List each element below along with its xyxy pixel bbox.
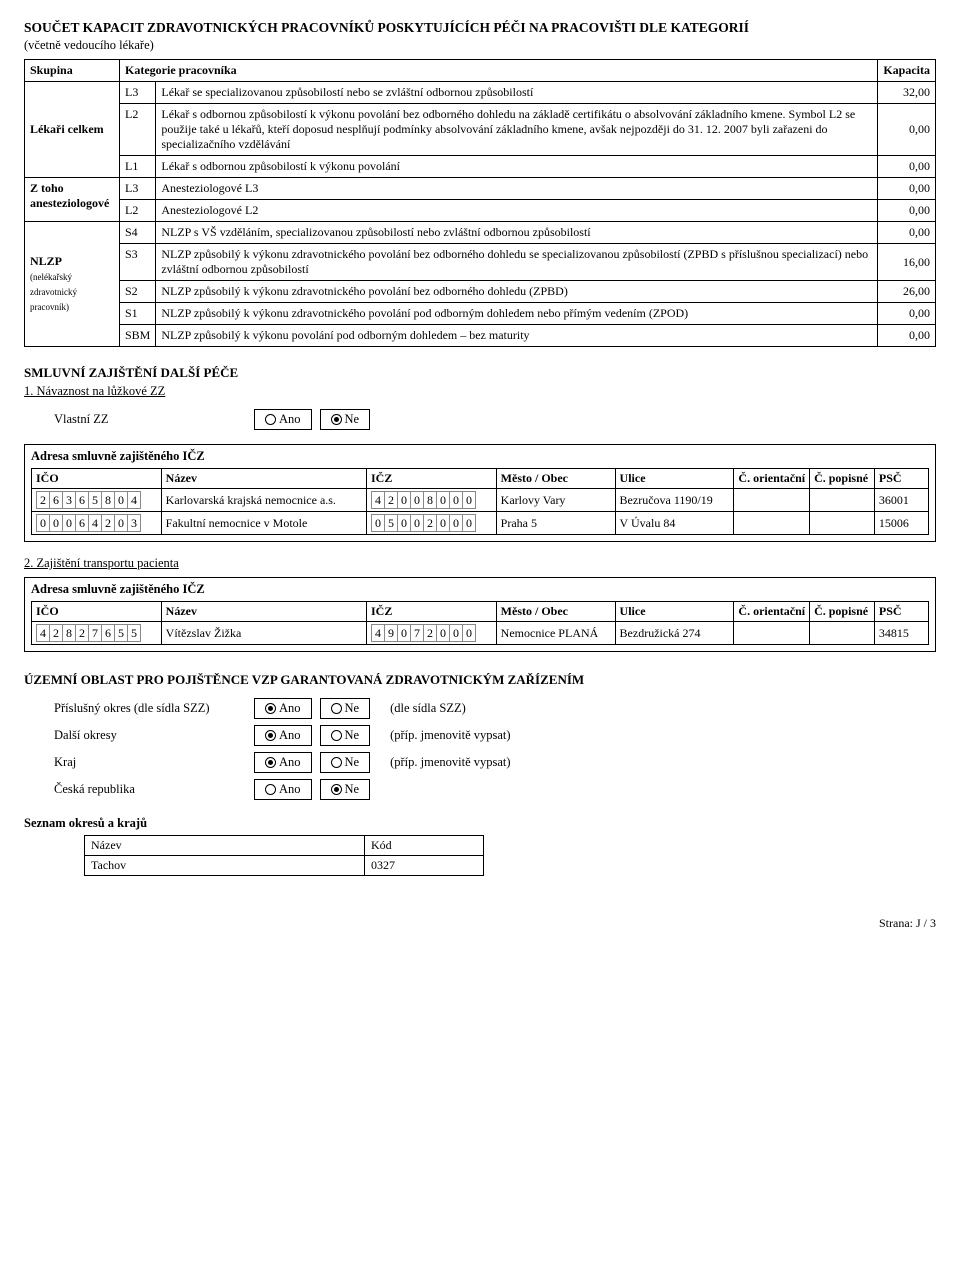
code-sbm: SBM	[120, 325, 156, 347]
kraj-ano[interactable]: Ano	[254, 752, 312, 773]
cr-label: Česká republika	[54, 782, 254, 797]
text-s3: NLZP způsobilý k výkonu zdravotnického p…	[156, 244, 878, 281]
okres-note: (dle sídla SZZ)	[390, 701, 466, 716]
okres-ne[interactable]: Ne	[320, 698, 371, 719]
addr2-table: IČO Název IČZ Město / Obec Ulice Č. orie…	[31, 601, 929, 645]
page-title: SOUČET KAPACIT ZDRAVOTNICKÝCH PRACOVNÍKŮ…	[24, 20, 936, 36]
group-anest: Z toho anesteziologové	[25, 178, 120, 222]
addr-col-co: Č. orientační	[734, 469, 810, 489]
code-l3: L3	[120, 82, 156, 104]
radio-icon	[331, 757, 342, 768]
okres-label: Příslušný okres (dle sídla SZZ)	[54, 701, 254, 716]
group-nlzp: NLZP (nelékařský zdravotnický pracovník)	[25, 222, 120, 347]
table-row: 00064203Fakultní nemocnice v Motole05002…	[32, 512, 929, 535]
radio-icon	[331, 703, 342, 714]
val-sbm: 0,00	[878, 325, 936, 347]
addr-col-ico: IČO	[32, 469, 162, 489]
seznam-col-nazev: Název	[85, 836, 365, 856]
seznam-table: Název Kód Tachov 0327	[84, 835, 484, 876]
code-l2: L2	[120, 104, 156, 156]
radio-icon	[331, 414, 342, 425]
capacity-table: Skupina Kategorie pracovníka Kapacita Lé…	[24, 59, 936, 347]
val-s4: 0,00	[878, 222, 936, 244]
radio-icon	[265, 414, 276, 425]
smluvni-sub1: 1. Návaznost na lůžkové ZZ	[24, 384, 936, 399]
dalsi-note: (příp. jmenovitě vypsat)	[390, 728, 510, 743]
radio-icon	[331, 784, 342, 795]
val-l3: 32,00	[878, 82, 936, 104]
code-s3: S3	[120, 244, 156, 281]
kraj-note: (příp. jmenovitě vypsat)	[390, 755, 510, 770]
text-al3: Anesteziologové L3	[156, 178, 878, 200]
val-l2: 0,00	[878, 104, 936, 156]
cr-ne[interactable]: Ne	[320, 779, 371, 800]
code-al3: L3	[120, 178, 156, 200]
code-s1: S1	[120, 303, 156, 325]
dalsi-label: Další okresy	[54, 728, 254, 743]
col-kategorie: Kategorie pracovníka	[120, 60, 878, 82]
val-al3: 0,00	[878, 178, 936, 200]
kraj-ne[interactable]: Ne	[320, 752, 371, 773]
seznam-col-kod: Kód	[365, 836, 484, 856]
page-footer: Strana: J / 3	[24, 916, 936, 931]
vlastni-zz-label: Vlastní ZZ	[54, 412, 254, 427]
okres-ano[interactable]: Ano	[254, 698, 312, 719]
text-l1: Lékař s odbornou způsobilostí k výkonu p…	[156, 156, 878, 178]
vlastni-ano-option[interactable]: Ano	[254, 409, 312, 430]
code-s4: S4	[120, 222, 156, 244]
addr-col-mesto: Město / Obec	[496, 469, 615, 489]
cr-ano[interactable]: Ano	[254, 779, 312, 800]
radio-icon	[265, 730, 276, 741]
text-s4: NLZP s VŠ vzděláním, specializovanou způ…	[156, 222, 878, 244]
code-al2: L2	[120, 200, 156, 222]
page-subtitle: (včetně vedoucího lékaře)	[24, 38, 936, 53]
transport-heading: 2. Zajištění transportu pacienta	[24, 556, 936, 571]
col-skupina: Skupina	[25, 60, 120, 82]
addr-col-icz: IČZ	[367, 469, 497, 489]
table-row: 42827655Vítězslav Žižka49072000Nemocnice…	[32, 622, 929, 645]
addr2-heading: Adresa smluvně zajištěného IČZ	[31, 582, 929, 597]
radio-icon	[265, 784, 276, 795]
vlastni-ne-option[interactable]: Ne	[320, 409, 371, 430]
val-s3: 16,00	[878, 244, 936, 281]
text-l2: Lékař s odbornou způsobilostí k výkonu p…	[156, 104, 878, 156]
code-s2: S2	[120, 281, 156, 303]
addr-col-cp: Č. popisné	[810, 469, 875, 489]
table-row: 26365804Karlovarská krajská nemocnice a.…	[32, 489, 929, 512]
radio-icon	[265, 703, 276, 714]
seznam-heading: Seznam okresů a krajů	[24, 816, 936, 831]
val-al2: 0,00	[878, 200, 936, 222]
text-s2: NLZP způsobilý k výkonu zdravotnického p…	[156, 281, 878, 303]
group-lekari: Lékaři celkem	[25, 82, 120, 178]
seznam-row-nazev: Tachov	[85, 856, 365, 876]
uzemni-heading: ÚZEMNÍ OBLAST PRO POJIŠTĚNCE VZP GARANTO…	[24, 672, 936, 688]
seznam-row-kod: 0327	[365, 856, 484, 876]
radio-icon	[265, 757, 276, 768]
val-s1: 0,00	[878, 303, 936, 325]
val-l1: 0,00	[878, 156, 936, 178]
text-sbm: NLZP způsobilý k výkonu povolání pod odb…	[156, 325, 878, 347]
text-al2: Anesteziologové L2	[156, 200, 878, 222]
col-kapacita: Kapacita	[878, 60, 936, 82]
dalsi-ne[interactable]: Ne	[320, 725, 371, 746]
smluvni-heading: SMLUVNÍ ZAJIŠTĚNÍ DALŠÍ PÉČE	[24, 365, 936, 381]
addr1-heading: Adresa smluvně zajištěného IČZ	[31, 449, 929, 464]
addr-col-ulice: Ulice	[615, 469, 734, 489]
code-l1: L1	[120, 156, 156, 178]
text-s1: NLZP způsobilý k výkonu zdravotnického p…	[156, 303, 878, 325]
radio-icon	[331, 730, 342, 741]
addr-col-psc: PSČ	[874, 469, 928, 489]
dalsi-ano[interactable]: Ano	[254, 725, 312, 746]
addr1-table: IČO Název IČZ Město / Obec Ulice Č. orie…	[31, 468, 929, 535]
addr2-box: Adresa smluvně zajištěného IČZ IČO Název…	[24, 577, 936, 652]
addr1-box: Adresa smluvně zajištěného IČZ IČO Název…	[24, 444, 936, 542]
text-l3: Lékař se specializovanou způsobilostí ne…	[156, 82, 878, 104]
val-s2: 26,00	[878, 281, 936, 303]
addr-col-nazev: Název	[161, 469, 366, 489]
kraj-label: Kraj	[54, 755, 254, 770]
